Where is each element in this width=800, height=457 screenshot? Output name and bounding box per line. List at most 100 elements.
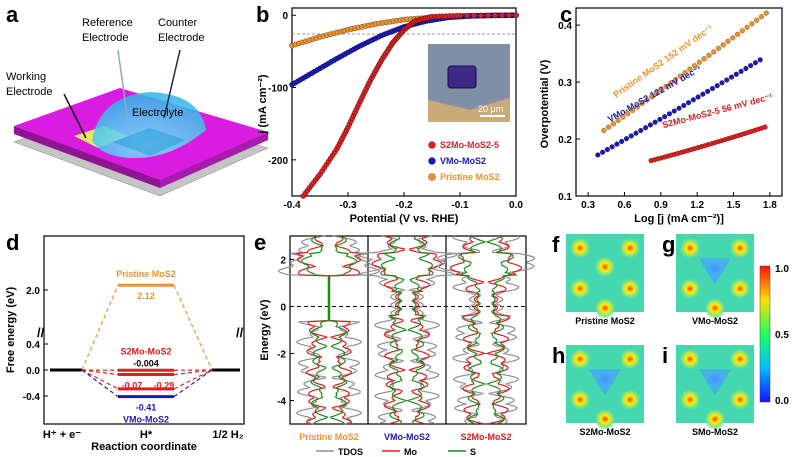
level-value-1: -0.004 — [133, 358, 159, 368]
elf-vacancy-glow-3 — [703, 367, 727, 392]
point-0-89 — [464, 12, 470, 19]
svg-text://: // — [37, 325, 45, 340]
tafel-point-1-18 — [681, 102, 687, 108]
connector-right-4 — [173, 369, 213, 398]
tafel-point-1-15 — [666, 111, 672, 117]
xtick-label-b-1: -0.3 — [339, 200, 357, 211]
tafel-point-0-27 — [730, 35, 736, 41]
level-name-vmo: VMo-MoS2 — [123, 415, 169, 425]
tafel-point-0-31 — [749, 21, 755, 27]
dos-subpanel-label-0: Pristine MoS2 — [299, 432, 359, 442]
dos-right-0-2 — [328, 235, 358, 425]
state-label-2: 1/2 H₂ — [212, 429, 243, 441]
colorbar — [759, 265, 771, 403]
panel-label-d: d — [6, 230, 19, 255]
axes-e — [289, 235, 527, 425]
ytick-label-b-2: -200 — [268, 156, 288, 167]
elf-spot-2-5 — [594, 408, 616, 431]
connector-right-2 — [173, 369, 213, 376]
point-0-94 — [499, 12, 505, 19]
tafel-point-1-6 — [623, 136, 629, 142]
panels-f-i: f Pristine MoS2 g VMo-MoS2 h S2Mo-MoS2 i SMo-Mo… — [552, 232, 789, 437]
tafel-point-0-1 — [606, 124, 612, 130]
ytick-label-c-1: 0.2 — [558, 135, 572, 146]
map-title-i: SMo-MoS2 — [692, 427, 738, 437]
map-title-g: VMo-MoS2 — [692, 316, 738, 326]
elf-spot-2-3 — [569, 388, 592, 411]
dos-right-1-1 — [407, 235, 443, 425]
scale-bar-label: 20 μm — [478, 104, 503, 114]
tafel-point-2-34 — [762, 124, 768, 130]
tafel-point-1-8 — [633, 130, 639, 136]
tafel-annotation-2: S2Mo-MoS2-5 56 mV dec⁻¹ — [661, 91, 774, 130]
axes-d — [43, 235, 245, 425]
elf-spot-3-4 — [728, 388, 751, 411]
elf-spot-2-1 — [618, 348, 641, 371]
tafel-point-1-28 — [729, 74, 735, 80]
tafel-point-1-23 — [705, 88, 711, 94]
reference-label: Reference Electrode — [82, 17, 133, 44]
elf-vacancy-glow-1 — [703, 256, 727, 281]
panel-label-f: f — [552, 232, 560, 257]
level-name-s2mo: S2Mo-MoS2 — [120, 346, 171, 356]
connector-left-2 — [81, 369, 119, 376]
panel-label-e: e — [254, 230, 266, 255]
point-0-96 — [513, 12, 519, 18]
elf-spot-3-1 — [728, 348, 751, 371]
map-title-h: S2Mo-MoS2 — [579, 427, 630, 437]
tafel-point-1-4 — [614, 141, 620, 147]
tafel-point-0-17 — [682, 70, 688, 76]
tafel-point-1-9 — [638, 127, 644, 133]
tafel-point-0-15 — [672, 77, 679, 83]
panel-label-a: a — [6, 2, 19, 27]
tafel-point-1-33 — [752, 60, 758, 66]
elf-spot-2-4 — [618, 388, 641, 411]
point-0-93 — [492, 12, 498, 19]
dos-subpanel-label-1: VMo-MoS2 — [384, 432, 430, 442]
panel-label-b: b — [256, 2, 269, 27]
ytick-label-d-0: -0.4 — [23, 392, 41, 403]
ylabel-e: Energy (eV) — [259, 299, 271, 360]
map-title-f: Pristine MoS2 — [575, 316, 635, 326]
tafel-point-0-32 — [754, 17, 760, 23]
point-0-88 — [457, 12, 463, 19]
elf-vacancy-glow-2 — [593, 367, 617, 392]
xtick-label-b-4: 0.0 — [509, 200, 523, 211]
legend-marker-b-2 — [428, 173, 436, 181]
tafel-point-1-14 — [662, 114, 668, 120]
elf-spot-2-0 — [569, 348, 592, 371]
legend-label-b-0: S2Mo-MoS2-5 — [440, 140, 499, 150]
tafel-point-0-30 — [744, 24, 750, 30]
dos-left-1-0 — [356, 235, 407, 425]
tafel-point-0-34 — [763, 10, 769, 16]
counter-electrode — [163, 49, 181, 119]
tafel-point-1-7 — [628, 133, 634, 139]
elf-spot-1-3 — [679, 277, 702, 300]
tafel-point-0-20 — [696, 59, 702, 65]
elf-spot-0-1 — [618, 237, 641, 260]
tafel-point-1-22 — [700, 91, 706, 97]
tafel-point-0-11 — [653, 90, 659, 96]
ytick-label-b-1: -100 — [268, 84, 288, 95]
xtick-label-b-0: -0.4 — [283, 200, 301, 211]
level-value-4: -0.41 — [136, 403, 157, 413]
level-name-pristine: Pristine MoS2 — [116, 269, 176, 279]
axes-c — [575, 7, 783, 197]
dos-subpanel-label-2: S2Mo-MoS2 — [460, 432, 511, 442]
panel-d: d // // Reaction coordinate Free energy … — [5, 230, 245, 453]
legend-label-b-1: VMo-MoS2 — [440, 156, 486, 166]
xtick-label-b-2: -0.2 — [395, 200, 413, 211]
connector-right-3 — [173, 369, 213, 390]
tafel-point-0-4 — [620, 114, 626, 120]
panel-label-i: i — [662, 343, 668, 368]
elf-spot-3-0 — [679, 348, 702, 371]
ylabel-c: Overpotential (V) — [539, 59, 551, 148]
dos-left-0-2 — [300, 235, 330, 425]
colorbar-tick-max: 1.0 — [775, 264, 789, 275]
xtick-label-c-5: 1.8 — [763, 200, 777, 211]
xtick-label-c-3: 1.2 — [690, 200, 704, 211]
tafel-point-0-8 — [639, 100, 645, 107]
tafel-point-1-24 — [709, 86, 715, 92]
tafel-point-1-21 — [695, 94, 701, 100]
